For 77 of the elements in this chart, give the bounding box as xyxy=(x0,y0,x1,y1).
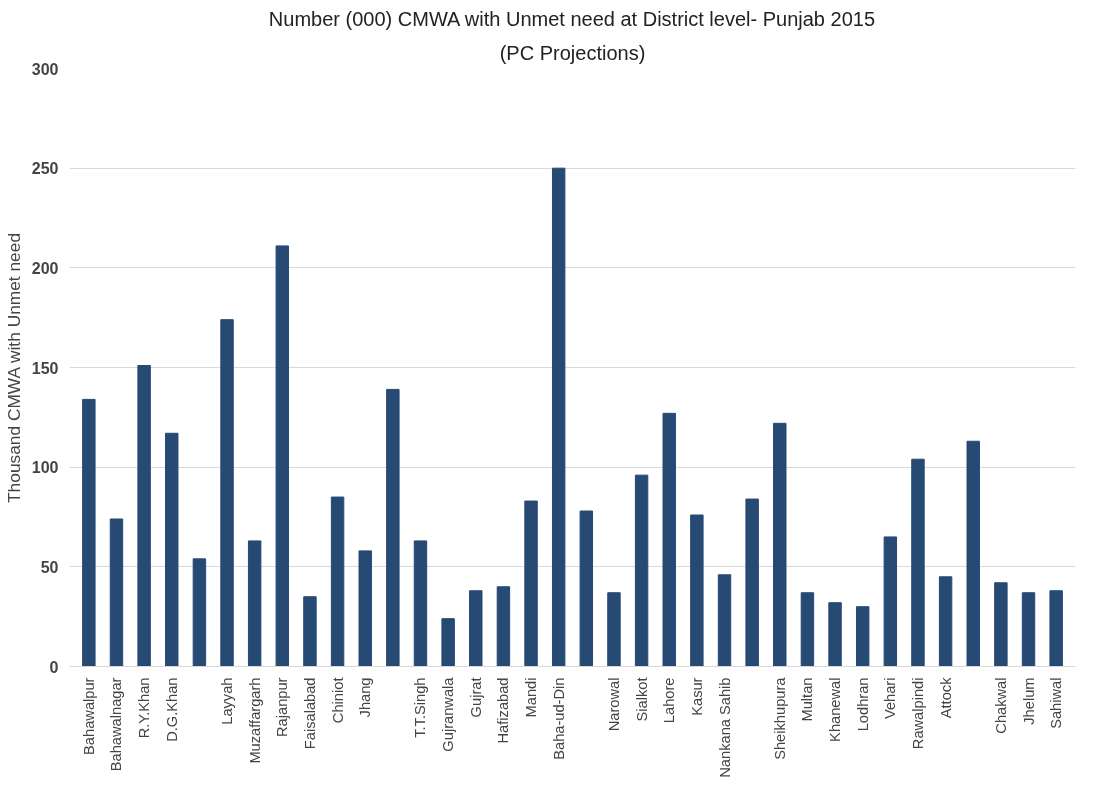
x-tick-label: Multan xyxy=(799,677,816,722)
bar xyxy=(413,540,428,667)
y-tick-label: 100 xyxy=(31,459,59,477)
bar xyxy=(690,514,704,667)
bar xyxy=(800,592,815,667)
bar xyxy=(441,618,455,667)
bar xyxy=(855,606,870,667)
bar xyxy=(386,388,400,667)
x-tick-label: Baha-ud-Din xyxy=(550,677,567,760)
x-tick-label: Kasur xyxy=(688,677,705,716)
x-tick-label: Bahawalpur xyxy=(80,677,97,755)
bar xyxy=(220,319,234,667)
x-tick-label: Attock xyxy=(937,676,954,719)
x-tick-label: Sheikhupura xyxy=(771,676,788,760)
x-tick-label: Bahawalnagar xyxy=(108,677,125,772)
x-tick-label: Gujrat xyxy=(467,677,484,718)
x-tick-label: Lodhran xyxy=(854,677,871,732)
y-tick-label: 300 xyxy=(31,60,59,78)
bar xyxy=(911,458,925,667)
chart-subtitle: (PC Projections) xyxy=(499,41,646,64)
bar xyxy=(579,510,594,667)
x-tick-label: D.G.Khan xyxy=(163,677,180,742)
x-tick-label: Chakwal xyxy=(992,677,1009,734)
bar xyxy=(275,245,290,667)
x-tick-label: Gujranwala xyxy=(440,676,457,752)
bar xyxy=(1049,590,1063,667)
bar xyxy=(496,586,511,667)
y-tick-label: 150 xyxy=(31,359,59,377)
bar xyxy=(358,550,372,667)
bar xyxy=(303,596,317,667)
bar xyxy=(994,582,1008,667)
y-tick-label: 250 xyxy=(31,160,59,178)
bar xyxy=(1021,592,1036,667)
bar xyxy=(745,498,759,667)
chart-title: Number (000) CMWA with Unmet need at District level- Punjab 2015 xyxy=(268,7,876,30)
bar xyxy=(966,440,980,667)
x-tick-label: Muzaffargarh xyxy=(246,677,263,764)
bar xyxy=(607,592,621,667)
x-tick-label: Layyah xyxy=(219,677,236,725)
bar xyxy=(192,558,207,667)
bar xyxy=(165,432,179,667)
bar xyxy=(883,536,898,667)
bar xyxy=(137,365,151,667)
bar xyxy=(773,422,787,667)
bar xyxy=(109,518,124,667)
x-tick-label: Rawalpindi xyxy=(909,677,926,750)
y-tick-label: 0 xyxy=(49,658,59,676)
x-tick-label: Jhelum xyxy=(1020,677,1037,725)
bar xyxy=(82,398,96,667)
x-tick-label: Khanewal xyxy=(827,677,844,742)
bar xyxy=(634,474,649,667)
x-tick-label: T.T.Singh xyxy=(412,677,429,738)
x-tick-label: Mandi xyxy=(523,677,540,718)
x-tick-label: Hafizabad xyxy=(495,677,512,744)
x-tick-label: Chiniot xyxy=(329,677,346,724)
x-tick-label: Jhang xyxy=(357,677,374,718)
y-tick-label: 50 xyxy=(40,558,59,576)
x-tick-label: R.Y.Khan xyxy=(136,677,153,739)
bar xyxy=(551,167,566,667)
bar xyxy=(524,500,538,667)
x-tick-label: Nankana Sahib xyxy=(716,677,733,778)
x-tick-label: Vehari xyxy=(882,677,899,720)
x-tick-label: Narowal xyxy=(605,677,622,732)
x-tick-label: Rajanpur xyxy=(274,677,291,737)
bar xyxy=(717,574,732,667)
bar xyxy=(828,602,842,667)
x-tick-label: Faisalabad xyxy=(301,677,318,750)
bar xyxy=(469,590,483,667)
bar xyxy=(662,412,676,667)
x-tick-label: Sialkot xyxy=(633,677,650,722)
bar xyxy=(247,540,262,667)
y-axis-title: Thousand CMWA with Unmet need xyxy=(3,232,24,503)
y-tick-label: 200 xyxy=(31,259,59,277)
bar xyxy=(938,576,953,667)
bar xyxy=(330,496,345,667)
x-tick-label: Lahore xyxy=(661,677,678,724)
x-tick-label: Sahiwal xyxy=(1048,677,1065,729)
